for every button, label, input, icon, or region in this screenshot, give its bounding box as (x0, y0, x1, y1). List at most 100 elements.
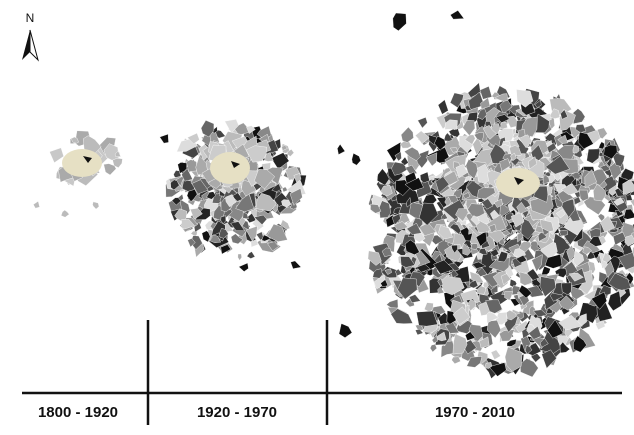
urban-patch (506, 339, 517, 347)
urban-patch (624, 234, 634, 247)
urban-patch (434, 135, 446, 151)
urban-patch (451, 244, 458, 254)
urban-patch (231, 161, 240, 168)
urban-patch (451, 356, 461, 365)
urban-patch (337, 143, 346, 155)
urban-patch (466, 356, 483, 368)
urban-patch (103, 143, 120, 161)
urban-patch (416, 310, 438, 327)
urban-patch (595, 320, 606, 330)
urban-patch (541, 266, 551, 275)
urban-patch (586, 251, 596, 260)
urban-patch (62, 149, 102, 177)
urban-patch (598, 284, 612, 296)
north-arrow-right (29, 29, 39, 62)
urban-patch (449, 223, 462, 235)
urban-patch (546, 142, 557, 154)
urban-patch (612, 231, 627, 246)
urban-patch (591, 291, 608, 310)
urban-patch (455, 208, 469, 222)
urban-patch (504, 346, 523, 372)
urban-patch (598, 141, 605, 150)
urban-patch (582, 246, 592, 255)
urban-patch (367, 250, 382, 266)
urban-patch (510, 212, 525, 228)
urban-patch (514, 177, 524, 185)
urban-patch (403, 146, 421, 161)
urban-patch (404, 177, 424, 192)
urban-patch (264, 152, 274, 162)
urban-patch (449, 147, 458, 153)
urban-patch (417, 117, 428, 129)
urban-patch (495, 114, 510, 123)
urban-patch (490, 284, 498, 294)
urban-patch (245, 145, 268, 163)
urban-patch (607, 290, 622, 312)
urban-patch (462, 242, 472, 256)
urban-patch (193, 221, 202, 233)
urban-patches (33, 10, 634, 379)
urban-patch (476, 219, 491, 234)
urban-patch (60, 209, 70, 218)
urban-patch (480, 97, 491, 110)
urban-patch (455, 164, 468, 179)
urban-patch (254, 169, 276, 190)
urban-patch (170, 179, 180, 191)
urban-patch (92, 201, 100, 210)
urban-patch (378, 200, 392, 219)
urban-patch (528, 156, 538, 170)
urban-patch (482, 124, 497, 140)
urban-patch (515, 311, 525, 320)
urban-patch (472, 261, 487, 269)
urban-patch (545, 155, 570, 175)
urban-patch (187, 132, 200, 145)
urban-patch (437, 286, 445, 295)
urban-patch (568, 272, 584, 282)
urban-patch (433, 259, 454, 275)
urban-patch (485, 299, 503, 314)
urban-patch (470, 215, 480, 226)
urban-patch (561, 282, 572, 296)
urban-patch (200, 120, 215, 138)
urban-patch (497, 251, 509, 263)
urban-patch (462, 192, 471, 200)
urban-patch (438, 224, 453, 240)
north-arrow-left (22, 30, 30, 60)
urban-patch (560, 109, 568, 120)
urban-patch (242, 212, 249, 220)
urban-patch (561, 183, 579, 196)
urban-patch (505, 212, 514, 221)
urban-patch (499, 121, 508, 129)
urban-patch (555, 209, 566, 219)
urban-patch (481, 198, 494, 210)
urban-patch (266, 223, 288, 242)
urban-patch (237, 253, 242, 261)
urban-patch (230, 233, 244, 245)
urban-patch (267, 241, 279, 252)
urban-patch (493, 198, 503, 208)
urban-patch (499, 329, 515, 342)
urban-patch (539, 276, 557, 298)
urban-patch (468, 279, 479, 289)
urban-patch (499, 98, 513, 115)
urban-patch (476, 285, 486, 295)
urban-patch (617, 252, 634, 271)
north-label: N (26, 11, 35, 25)
urban-patch (516, 89, 534, 108)
urban-patch (400, 126, 414, 143)
urban-patch (593, 183, 607, 202)
urban-patch (186, 188, 199, 202)
urban-patch (542, 174, 550, 185)
urban-patch (289, 188, 303, 206)
urban-patch (394, 268, 403, 277)
urban-patch (218, 227, 229, 239)
urban-patch (544, 253, 563, 269)
urban-patch (286, 149, 295, 157)
urban-patch (206, 191, 216, 200)
urban-patch (397, 277, 418, 300)
urban-patch (187, 238, 196, 248)
urban-patch (404, 239, 420, 255)
urban-patch (191, 179, 209, 195)
urban-patch (577, 131, 594, 150)
urban-patch (437, 99, 449, 115)
